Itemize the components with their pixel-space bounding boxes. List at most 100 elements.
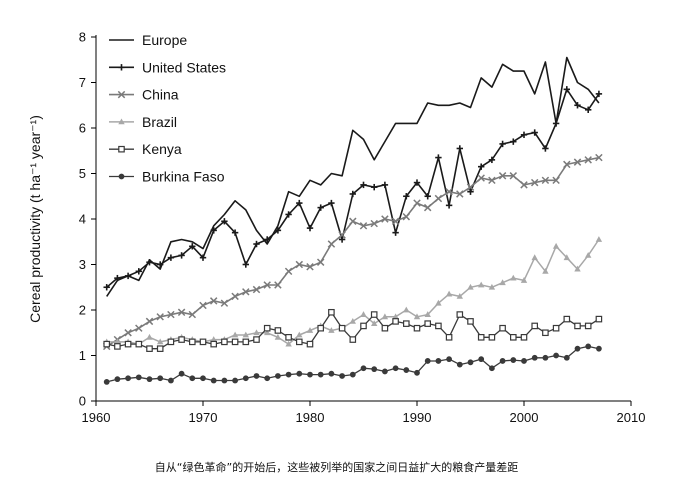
burkina-faso-point bbox=[531, 354, 538, 361]
brazil-point bbox=[253, 329, 260, 336]
china-point bbox=[327, 240, 336, 248]
united-states-point bbox=[231, 229, 239, 236]
brazil-point bbox=[157, 338, 164, 345]
brazil-point bbox=[349, 317, 356, 324]
china-point bbox=[530, 178, 539, 187]
burkina-faso-point bbox=[392, 365, 399, 372]
burkina-faso-point bbox=[167, 377, 174, 384]
china-point bbox=[338, 231, 346, 239]
burkina-faso-point bbox=[339, 373, 346, 379]
united-states-point bbox=[114, 274, 121, 282]
y-tick-label: 5 bbox=[79, 166, 86, 181]
kenya-point bbox=[296, 338, 303, 346]
legend-label: Europe bbox=[142, 32, 187, 48]
brazil-point bbox=[146, 333, 153, 340]
burkina-faso-point bbox=[499, 358, 506, 364]
x-tick-label: 1980 bbox=[296, 410, 325, 425]
china-point bbox=[135, 324, 143, 332]
legend-marker bbox=[118, 64, 125, 71]
burkina-faso-point bbox=[521, 358, 527, 364]
china-point bbox=[391, 217, 400, 226]
kenya-point bbox=[317, 324, 325, 332]
kenya-point bbox=[413, 324, 421, 332]
legend-label: China bbox=[142, 87, 179, 103]
y-tick-label: 0 bbox=[79, 394, 86, 409]
china-point bbox=[242, 288, 250, 296]
brazil-point bbox=[381, 313, 389, 320]
legend-entry-united-states: United States bbox=[109, 59, 226, 75]
burkina-faso-point bbox=[264, 375, 271, 382]
brazil-point bbox=[510, 274, 517, 281]
kenya-point bbox=[574, 322, 581, 330]
brazil-point bbox=[520, 277, 528, 283]
china-point bbox=[349, 217, 357, 226]
china-point bbox=[573, 158, 582, 166]
burkina-faso-point bbox=[232, 377, 239, 384]
figure-caption: 自从“绿色革命”的开始后，这些被列举的国家之间日益扩大的粮食产量差距 bbox=[154, 461, 519, 474]
kenya-point bbox=[135, 340, 143, 348]
brazil-point bbox=[552, 242, 560, 249]
series-kenya bbox=[103, 308, 603, 352]
kenya-point bbox=[167, 338, 175, 346]
kenya-point bbox=[103, 340, 111, 348]
china-point bbox=[402, 212, 411, 221]
legend: Europe United States China Brazil Kenya Burki… bbox=[109, 32, 226, 185]
burkina-faso-point bbox=[553, 352, 559, 359]
united-states-point bbox=[542, 145, 549, 152]
brazil-point bbox=[114, 338, 121, 345]
burkina-faso-point bbox=[349, 371, 356, 378]
china-point bbox=[520, 181, 528, 189]
united-states-point bbox=[167, 254, 175, 261]
series-burkina-faso bbox=[103, 343, 602, 385]
united-states-point bbox=[381, 181, 389, 189]
burkina-faso-point bbox=[585, 343, 592, 350]
burkina-faso-point bbox=[574, 345, 581, 352]
brazil-point bbox=[413, 313, 421, 320]
united-states-point bbox=[199, 254, 207, 261]
china-point bbox=[595, 153, 603, 162]
series-china bbox=[102, 153, 603, 351]
china-point bbox=[584, 156, 592, 164]
burkina-faso-point bbox=[210, 377, 217, 384]
china-point bbox=[359, 222, 368, 230]
y-tick-label: 1 bbox=[79, 348, 86, 363]
china-point bbox=[445, 187, 453, 196]
burkina-faso-point bbox=[510, 357, 517, 363]
china-point bbox=[509, 172, 518, 180]
burkina-faso-point bbox=[253, 373, 260, 379]
china-point bbox=[220, 299, 229, 307]
united-states-point bbox=[456, 145, 463, 152]
china-point bbox=[199, 301, 207, 310]
china-point bbox=[488, 176, 496, 185]
kenya-point bbox=[189, 338, 196, 346]
y-tick-label: 3 bbox=[79, 257, 86, 272]
united-states-point bbox=[124, 272, 132, 280]
china-point bbox=[209, 297, 218, 305]
brazil-point bbox=[563, 254, 570, 261]
kenya-point bbox=[178, 336, 185, 343]
burkina-faso-point bbox=[125, 375, 132, 382]
kenya-point bbox=[338, 324, 346, 332]
kenya-point bbox=[274, 327, 282, 334]
china-point bbox=[466, 183, 475, 191]
united-states-point bbox=[253, 240, 260, 248]
burkina-faso-point bbox=[467, 359, 474, 366]
kenya-point bbox=[563, 315, 571, 323]
kenya-point bbox=[520, 334, 528, 341]
legend-entry-kenya: Kenya bbox=[109, 141, 182, 157]
united-states-point bbox=[328, 199, 335, 207]
burkina-faso-point bbox=[435, 358, 442, 364]
legend-entry-brazil: Brazil bbox=[109, 114, 177, 130]
brazil-point bbox=[488, 283, 496, 290]
kenya-point bbox=[349, 336, 357, 343]
united-states-point bbox=[478, 163, 485, 170]
china-point bbox=[541, 176, 550, 185]
china-point bbox=[274, 281, 282, 289]
united-states-point bbox=[488, 156, 496, 164]
united-states-point bbox=[264, 236, 271, 243]
kenya-point bbox=[381, 324, 389, 332]
legend-label: Kenya bbox=[142, 141, 182, 157]
united-states-point bbox=[520, 131, 528, 139]
brazil-point bbox=[403, 306, 410, 313]
china-point bbox=[434, 194, 443, 203]
